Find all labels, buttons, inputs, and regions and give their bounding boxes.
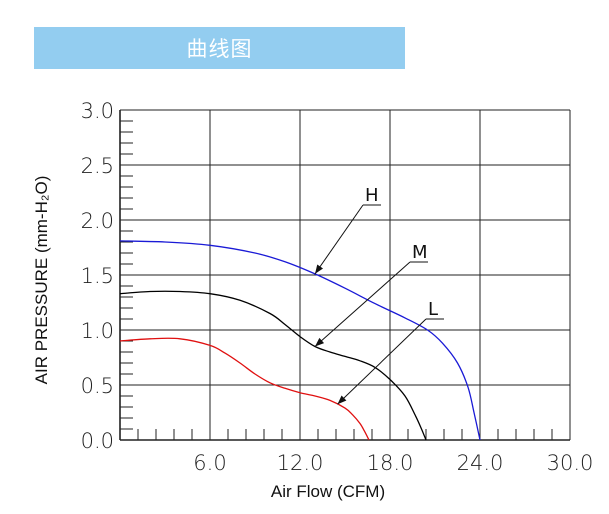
curve-m xyxy=(119,290,427,441)
leader-arrowhead xyxy=(315,337,325,347)
y-tick-label: 3.0 xyxy=(81,99,114,123)
y-axis-title: AIR PRESSURE (mm-H₂O) xyxy=(32,176,51,385)
leader-arrowhead xyxy=(315,264,324,274)
x-tick-label: 12.0 xyxy=(277,451,324,475)
leader-line xyxy=(314,204,364,275)
x-tick-label: 24.0 xyxy=(457,451,504,475)
curve-label-h: H xyxy=(365,185,379,206)
y-tick-label: 2.5 xyxy=(81,154,114,178)
curve-label-l: L xyxy=(428,299,438,320)
section-title: 曲线图 xyxy=(186,37,253,61)
y-tick-label: 1.0 xyxy=(81,319,114,343)
curves xyxy=(119,240,481,441)
leader-line xyxy=(337,318,427,405)
x-axis-title: Air Flow (CFM) xyxy=(271,482,385,501)
leader-line xyxy=(314,261,411,347)
chart-grid xyxy=(119,109,571,441)
y-tick-label: 0.5 xyxy=(81,374,114,398)
minor-ticks xyxy=(119,109,571,441)
x-tick-label: 30.0 xyxy=(547,451,594,475)
leader-arrowhead xyxy=(337,395,347,405)
annotation-leaders: H M L xyxy=(314,185,444,405)
x-tick-label: 6.0 xyxy=(193,451,226,475)
curve-l xyxy=(119,337,370,441)
curve-label-m: M xyxy=(412,242,428,263)
tick-labels: 0.0 0.5 1.0 1.5 2.0 2.5 3.0 6.0 12.0 18.0 24.0 30.0 xyxy=(81,99,594,475)
curve-h xyxy=(119,240,481,441)
y-tick-label: 1.5 xyxy=(81,264,114,288)
section-banner: 曲线图 xyxy=(34,27,405,69)
x-tick-label: 18.0 xyxy=(367,451,414,475)
y-tick-label: 2.0 xyxy=(81,209,114,233)
y-tick-label: 0.0 xyxy=(81,429,114,453)
